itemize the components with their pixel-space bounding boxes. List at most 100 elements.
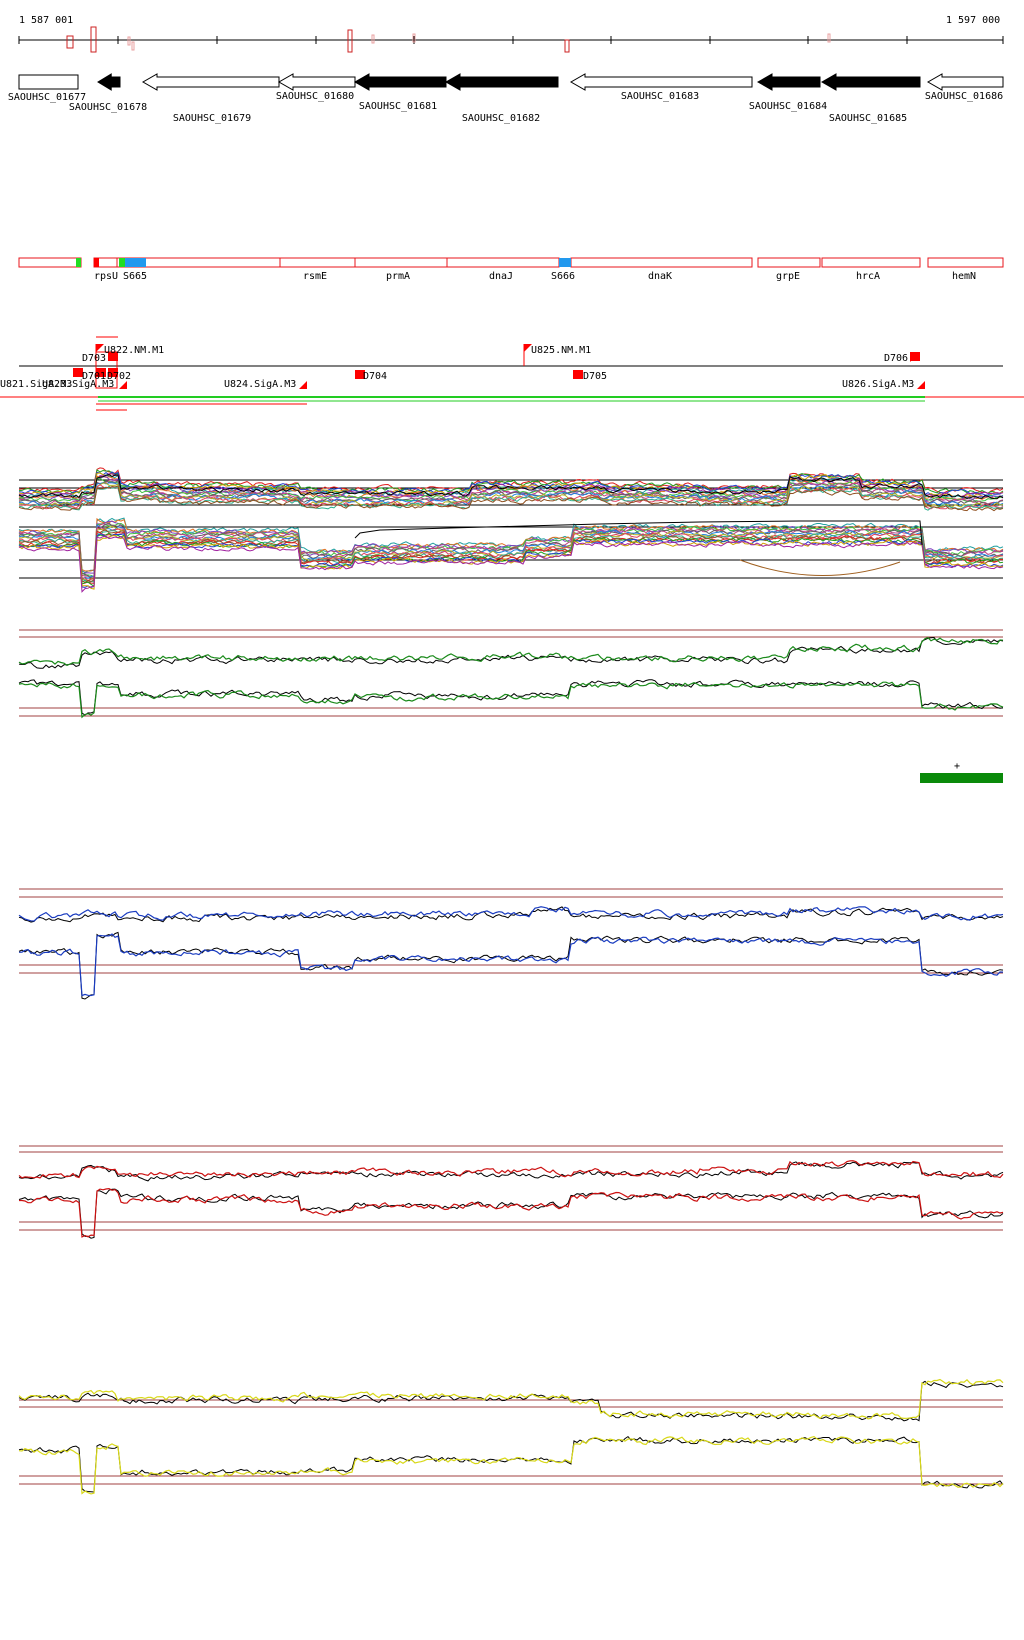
- segment-label-U825.NM.M1: U825.NM.M1: [531, 345, 591, 356]
- segment-label-U824.SigA.M3: U824.SigA.M3: [224, 379, 296, 390]
- gene-arrow-SAOUHSC_01683: [569, 73, 753, 91]
- multi-series-arc: [739, 559, 901, 576]
- multi-series-lower: [18, 531, 1004, 585]
- feature-box: [354, 257, 448, 268]
- expression-track-green: [18, 629, 1004, 719]
- feature-track: rpsU S665 rsmE prmA dnaJ S666 dnaK grpE hrcA hemN: [18, 257, 1004, 282]
- segment-block: [910, 352, 920, 361]
- feature-label-dnaK: dnaK: [648, 271, 672, 282]
- strand-marker: +: [954, 761, 960, 772]
- gene-arrow-SAOUHSC_01686: [926, 73, 1004, 91]
- segment-flag-down: [299, 381, 307, 389]
- multi-series-upper-black: [18, 474, 1004, 500]
- multi-series-lower: [18, 534, 1004, 590]
- segment-label-U823.SigA.M3: U823.SigA.M3: [42, 379, 114, 390]
- intergenic-mark: [564, 39, 570, 53]
- gene-arrow-SAOUHSC_01677: [18, 74, 79, 90]
- feature-box: [446, 257, 560, 268]
- segment-label-D703: D703: [82, 353, 106, 364]
- gene-label-SAOUHSC_01677: SAOUHSC_01677: [8, 92, 86, 103]
- gene-arrow-SAOUHSC_01685: [820, 73, 921, 91]
- segment-block: [73, 368, 83, 377]
- feature-label-hrcA: hrcA: [856, 271, 880, 282]
- feature-fill: [559, 258, 571, 267]
- multi-series-upper: [18, 477, 1004, 503]
- intergenic-mark-faint: [412, 33, 416, 43]
- intergenic-mark: [347, 29, 353, 53]
- multi-series-lower: [18, 535, 1004, 593]
- gene-arrow-SAOUHSC_01679: [141, 73, 280, 91]
- segment-block: [108, 368, 118, 377]
- gene-label-SAOUHSC_01682: SAOUHSC_01682: [462, 113, 540, 124]
- intergenic-mark-faint: [371, 34, 375, 44]
- multi-series-lower: [18, 533, 1004, 588]
- multi-series-envelope: [354, 520, 923, 546]
- gene-label-SAOUHSC_01683: SAOUHSC_01683: [621, 91, 699, 102]
- gene-label-SAOUHSC_01680: SAOUHSC_01680: [276, 91, 354, 102]
- gene-arrow-SAOUHSC_01682: [444, 73, 559, 91]
- segment-bracket: [95, 351, 118, 389]
- series-upper-color: [18, 906, 1004, 922]
- segment-block: [108, 352, 118, 361]
- series-upper-black: [18, 1380, 1004, 1422]
- feature-label-hemN: hemN: [952, 271, 976, 282]
- series-upper-black: [18, 1161, 1004, 1182]
- gene-label-SAOUHSC_01685: SAOUHSC_01685: [829, 113, 907, 124]
- intergenic-mark: [66, 35, 74, 49]
- feature-box: [18, 257, 82, 268]
- gene-arrow-SAOUHSC_01680: [277, 73, 356, 91]
- multi-series-upper: [18, 478, 1004, 505]
- segment-block: [96, 368, 106, 377]
- segment-block: [573, 370, 583, 379]
- ruler-intergenic-marks: [66, 26, 831, 53]
- series-lower-black: [18, 1188, 1004, 1239]
- strand-block: +: [920, 761, 1003, 783]
- feature-label-prmA: prmA: [386, 271, 410, 282]
- feature-label-dnaJ: dnaJ: [489, 271, 513, 282]
- expression-track-red: [18, 1145, 1004, 1239]
- series-upper-black: [18, 636, 1004, 669]
- feature-fill: [94, 258, 99, 267]
- series-upper-color: [18, 1160, 1004, 1179]
- series-upper-color: [18, 637, 1004, 667]
- feature-box: [570, 257, 753, 268]
- segment-label-D702: D702: [107, 371, 131, 382]
- feature-label-rsmE: rsmE: [303, 271, 327, 282]
- series-lower-black: [18, 931, 1004, 1000]
- gene-label-SAOUHSC_01678: SAOUHSC_01678: [69, 102, 147, 113]
- segment-label-U821.SigA.M3: U821.SigA.M3: [0, 379, 72, 390]
- ruler-start-label: 1 587 001: [19, 15, 73, 26]
- feature-label-S666: S666: [551, 271, 575, 282]
- multi-series-upper: [18, 482, 1004, 508]
- segment-label-D706: D706: [884, 353, 908, 364]
- coordinate-ruler: 1 587 001 1 597 000: [18, 15, 1004, 53]
- multi-series-lower: [18, 522, 1004, 580]
- segment-flag: [524, 344, 532, 352]
- feature-label-rpsU: rpsU: [94, 271, 118, 282]
- segment-block: [355, 370, 365, 379]
- feature-box: [279, 257, 356, 268]
- segment-flag-down: [917, 381, 925, 389]
- feature-label-S665: S665: [123, 271, 147, 282]
- intergenic-mark-faint: [131, 41, 135, 51]
- gene-arrow-SAOUHSC_01684: [756, 73, 821, 91]
- segment-label-U822.NM.M1: U822.NM.M1: [104, 345, 164, 356]
- multi-series-lower: [18, 523, 1004, 578]
- multi-series-lower: [18, 527, 1004, 582]
- gene-arrow-SAOUHSC_01681: [353, 73, 447, 91]
- segment-flag: [96, 344, 104, 352]
- feature-fill: [125, 258, 146, 267]
- series-lower-color: [18, 681, 1004, 719]
- gene-label-SAOUHSC_01679: SAOUHSC_01679: [173, 113, 251, 124]
- segment-label-U826.SigA.M3: U826.SigA.M3: [842, 379, 914, 390]
- segment-label-D701: D701: [82, 371, 106, 382]
- series-lower-color: [18, 1435, 1004, 1495]
- multi-series-upper: [18, 484, 1004, 510]
- intergenic-mark-faint: [127, 36, 131, 46]
- feature-fill: [119, 258, 125, 267]
- series-lower-color: [19, 1187, 1004, 1238]
- gene-arrow-SAOUHSC_01678: [97, 73, 121, 91]
